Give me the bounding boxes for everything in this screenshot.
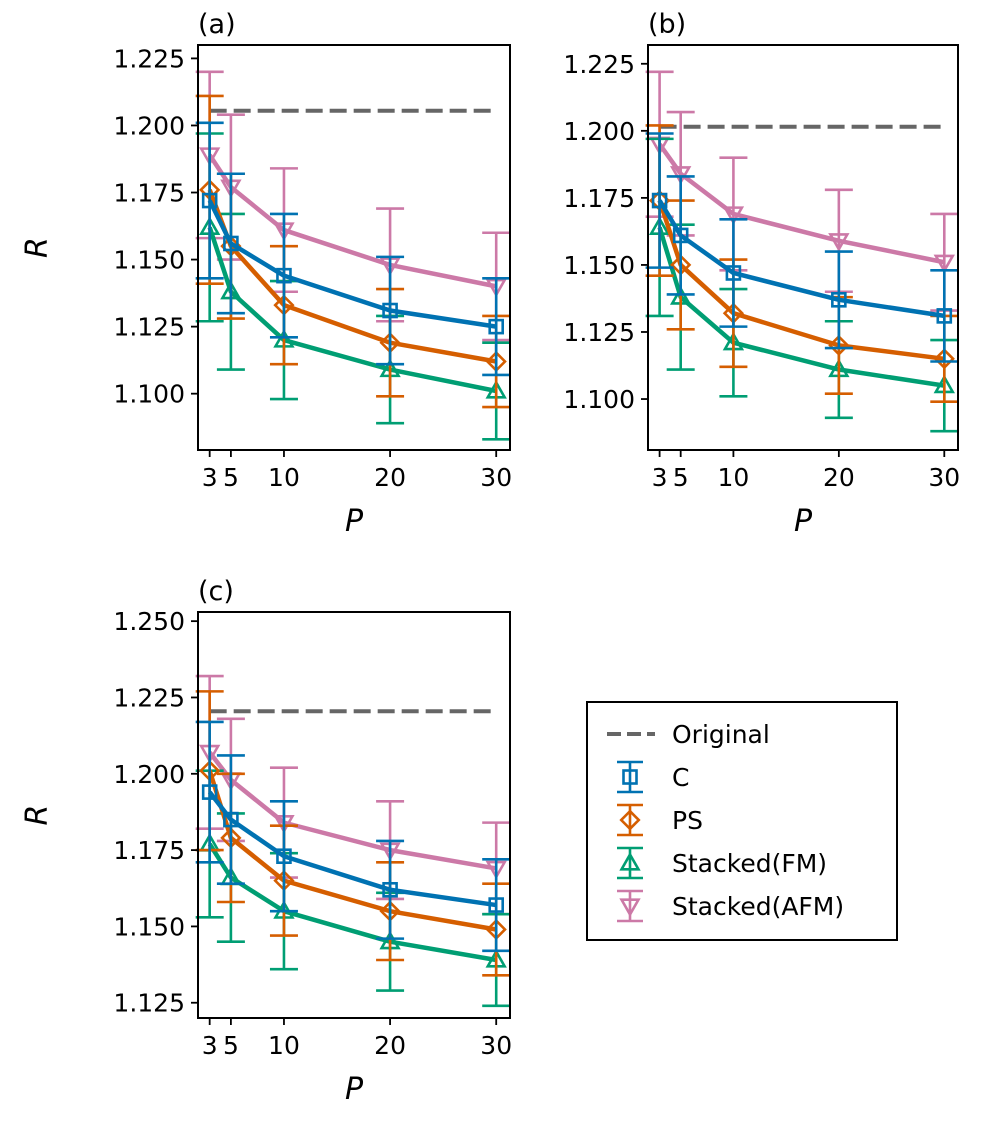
series-stacked-fm- xyxy=(195,769,511,1008)
y-tick-label: 1.175 xyxy=(113,836,185,865)
data-point xyxy=(276,848,292,865)
legend-marker xyxy=(619,851,641,871)
y-tick-label: 1.200 xyxy=(113,760,185,789)
series-line xyxy=(207,751,497,871)
x-tick-label: 5 xyxy=(673,463,689,492)
series-line xyxy=(657,199,945,319)
legend-marker xyxy=(619,898,641,918)
x-tick-label: 3 xyxy=(202,463,218,492)
data-point xyxy=(828,233,850,252)
x-tick-label: 3 xyxy=(652,463,668,492)
x-axis-label: P xyxy=(794,504,813,539)
x-tick-label: 10 xyxy=(718,463,750,492)
data-point xyxy=(201,784,218,800)
data-point xyxy=(669,166,692,185)
data-point xyxy=(725,265,742,281)
x-tick-label: 5 xyxy=(223,1031,239,1060)
y-tick-label: 1.125 xyxy=(113,989,185,1018)
x-tick-label: 30 xyxy=(480,1031,512,1060)
axes-frame xyxy=(197,611,511,1019)
series-c xyxy=(645,132,959,363)
legend-marker xyxy=(619,809,641,831)
series-line xyxy=(207,790,497,908)
data-point xyxy=(936,308,953,324)
y-tick-label: 1.150 xyxy=(563,251,635,280)
data-point xyxy=(933,348,955,370)
y-tick-label: 1.250 xyxy=(113,607,185,636)
y-tick-label: 1.175 xyxy=(563,184,635,213)
x-tick-label: 10 xyxy=(268,1031,300,1060)
data-point xyxy=(488,897,505,913)
chart-panel-1: 1.100 1.125 1.150 1.175 1.200 1.225 3 5 10 20 30 (b… xyxy=(563,9,960,539)
data-point xyxy=(223,811,239,828)
y-axis-label: R xyxy=(20,805,55,826)
legend-label: PS xyxy=(672,806,703,835)
x-tick-label: 5 xyxy=(223,463,239,492)
data-point xyxy=(651,192,668,209)
series-line xyxy=(657,142,945,265)
y-tick-label: 1.225 xyxy=(113,44,185,73)
data-point xyxy=(722,206,745,226)
legend-label: C xyxy=(672,763,689,792)
panel-label: (c) xyxy=(198,576,234,607)
x-tick-label: 3 xyxy=(202,1031,218,1060)
y-tick-label: 1.225 xyxy=(563,50,635,79)
panel-label: (a) xyxy=(198,9,236,40)
series-c xyxy=(195,720,511,953)
data-point xyxy=(382,302,398,319)
x-tick-label: 20 xyxy=(823,463,855,492)
y-tick-label: 1.200 xyxy=(563,117,635,146)
data-point xyxy=(933,254,955,274)
series-c xyxy=(195,121,511,377)
y-tick-label: 1.175 xyxy=(113,179,185,208)
x-tick-label: 10 xyxy=(268,463,300,492)
data-point xyxy=(276,267,292,284)
x-tick-label: 30 xyxy=(480,463,512,492)
series-line xyxy=(207,199,497,329)
y-tick-label: 1.150 xyxy=(113,912,185,941)
data-point xyxy=(488,318,505,335)
series-line xyxy=(207,153,497,289)
y-tick-label: 1.200 xyxy=(113,111,185,140)
data-point xyxy=(831,292,847,308)
chart-panel-0: 1.100 1.125 1.150 1.175 1.200 1.225 3 5 10 20 30 (a… xyxy=(20,9,512,539)
x-axis-label: P xyxy=(345,504,364,539)
legend-marker xyxy=(622,769,638,785)
x-axis-label: P xyxy=(345,1072,364,1107)
x-tick-label: 20 xyxy=(374,463,406,492)
y-tick-label: 1.125 xyxy=(563,318,635,347)
x-tick-label: 30 xyxy=(928,463,960,492)
data-point xyxy=(382,881,398,898)
axes-frame xyxy=(197,44,511,451)
data-point xyxy=(828,334,850,357)
chart-panel-2: 1.125 1.150 1.175 1.200 1.225 1.250 3 5 10 20 30 (c… xyxy=(20,576,512,1107)
axes-frame xyxy=(647,44,959,451)
y-tick-label: 1.125 xyxy=(113,313,185,342)
series-line xyxy=(657,199,945,362)
y-tick-label: 1.100 xyxy=(563,385,635,414)
legend: Original C PS Stacked(FM) Stacked(AFM) xyxy=(586,701,898,941)
y-tick-label: 1.150 xyxy=(113,246,185,275)
y-tick-label: 1.225 xyxy=(113,683,185,712)
y-tick-label: 1.100 xyxy=(113,380,185,409)
data-point xyxy=(672,227,689,244)
x-tick-label: 20 xyxy=(374,1031,406,1060)
panel-label: (b) xyxy=(648,9,686,40)
y-axis-label: R xyxy=(20,237,55,258)
data-point xyxy=(201,192,218,209)
legend-label: Stacked(FM) xyxy=(672,849,827,878)
series-stacked-fm- xyxy=(195,132,511,441)
legend-label: Original xyxy=(672,720,770,749)
legend-label: Stacked(AFM) xyxy=(672,892,844,921)
data-point xyxy=(223,235,239,252)
